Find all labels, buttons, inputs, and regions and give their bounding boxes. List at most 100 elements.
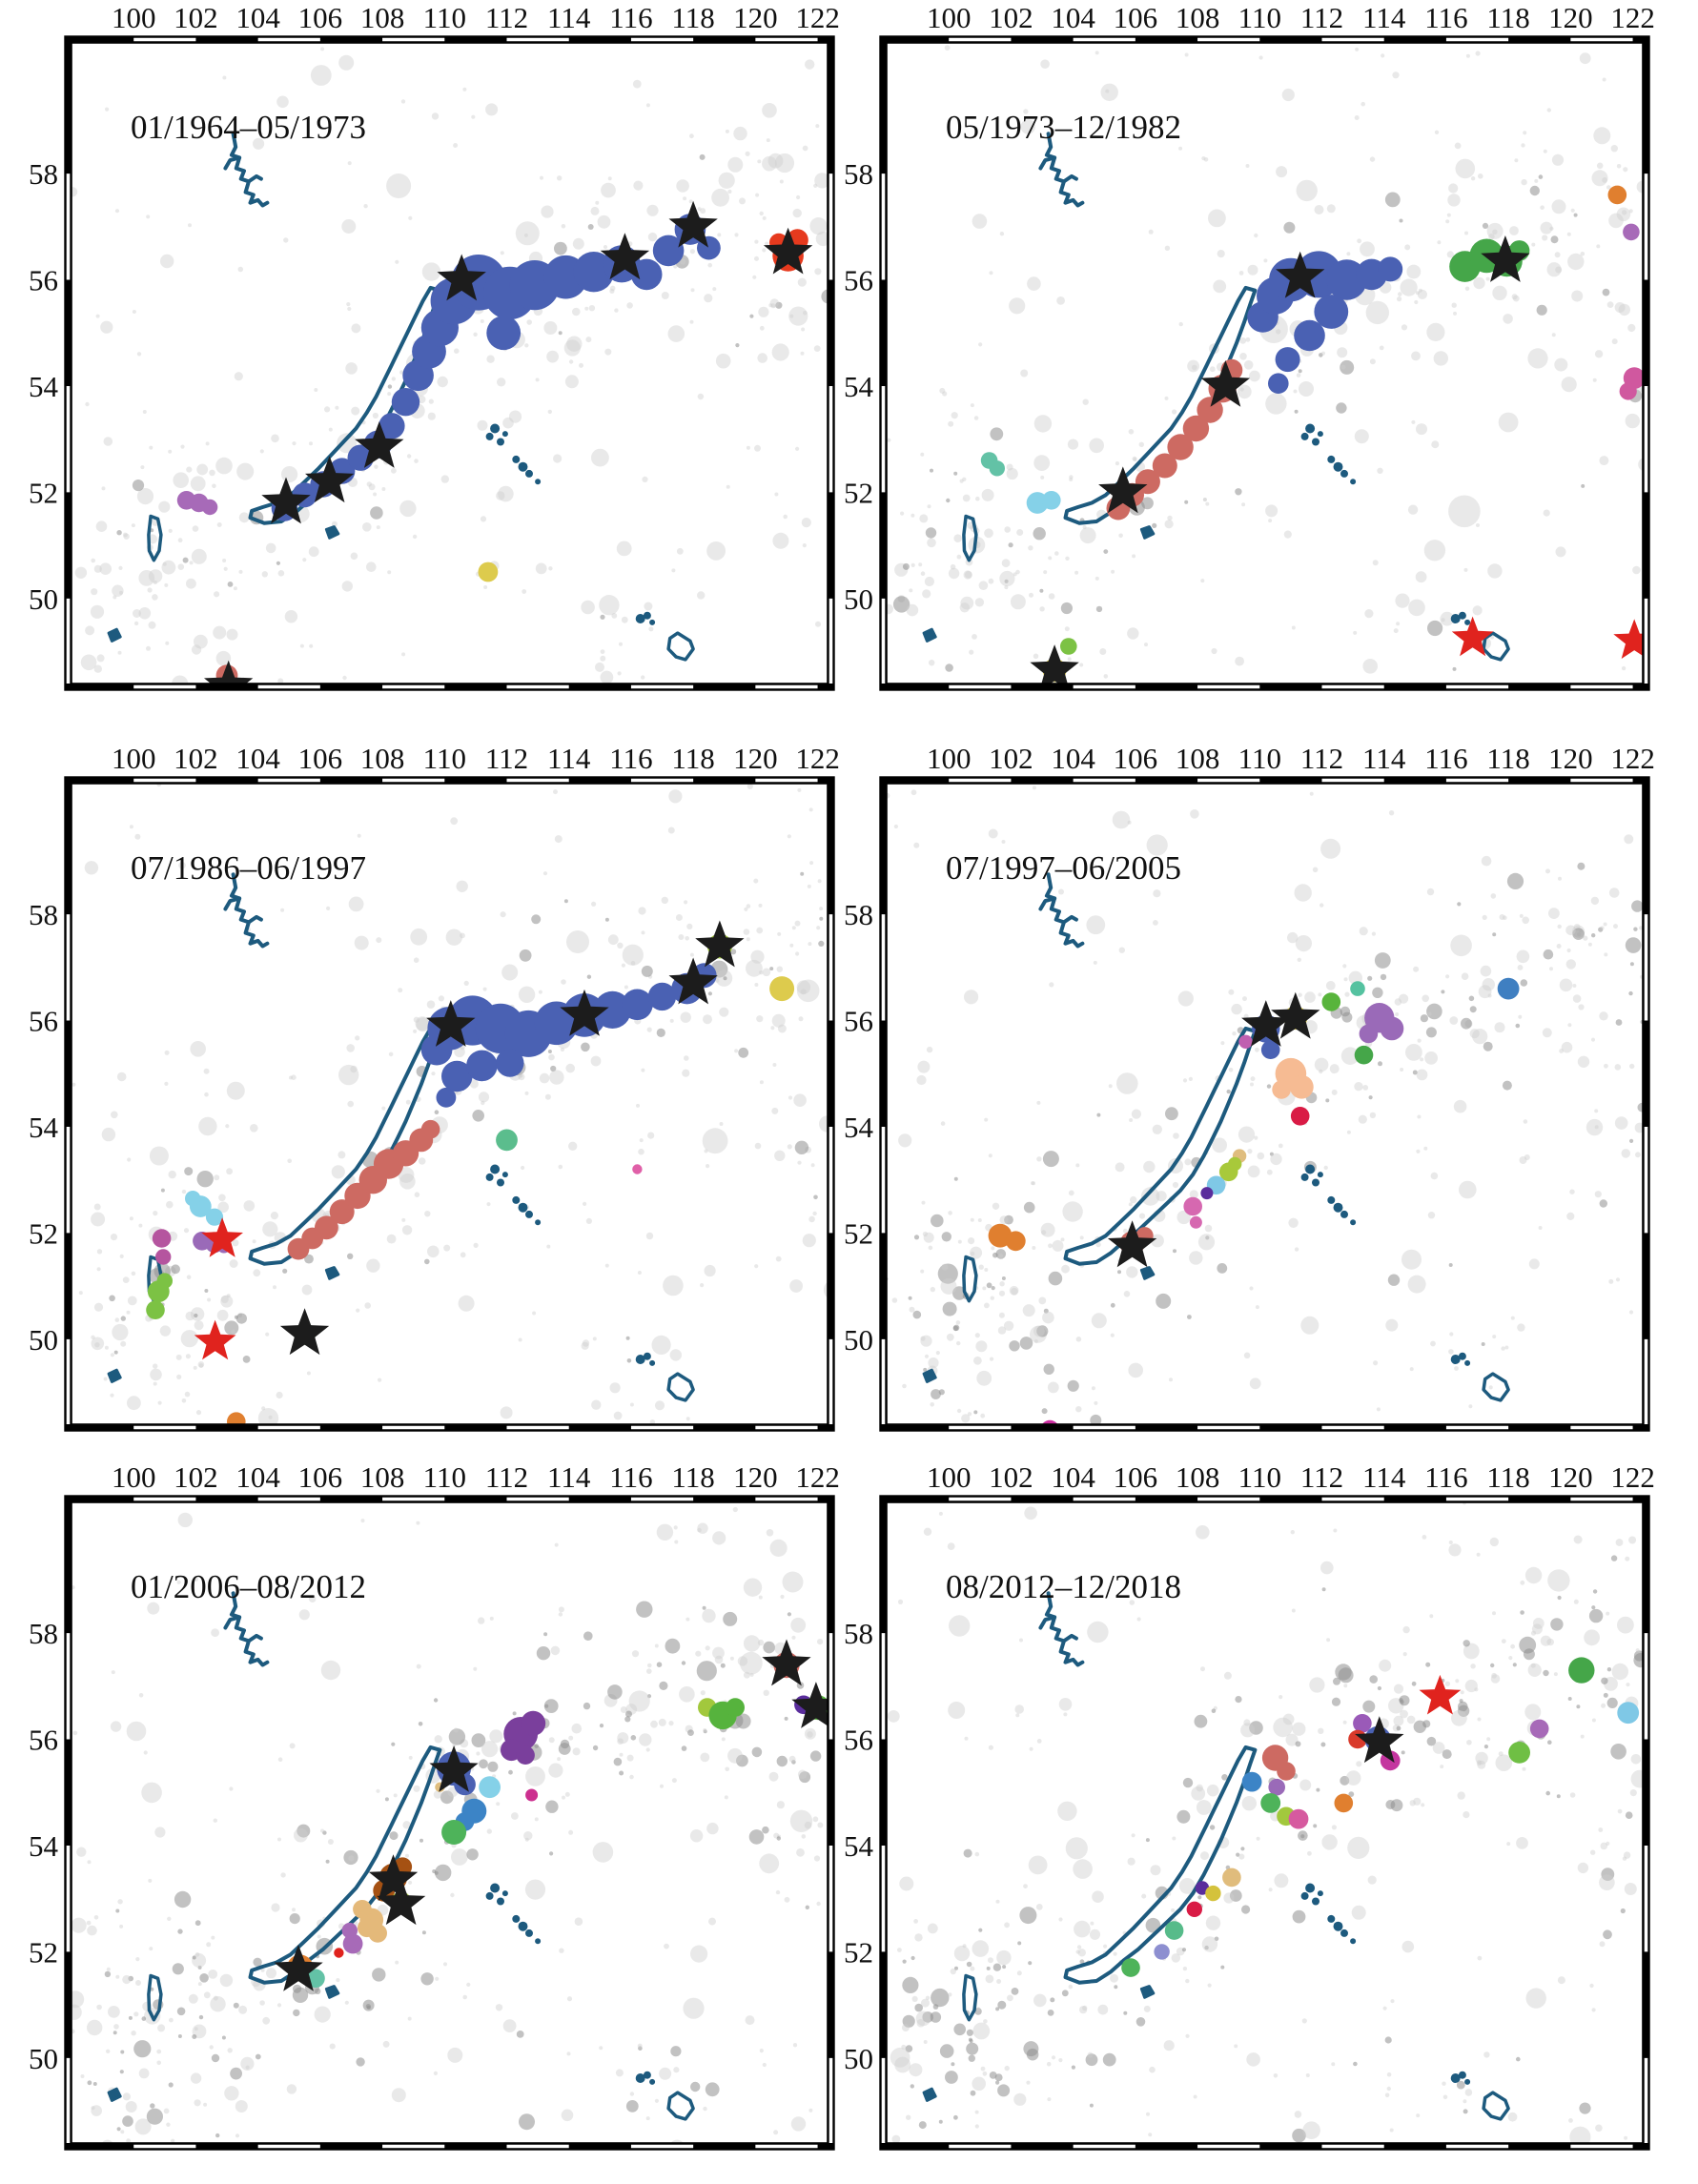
background-dot — [250, 1124, 258, 1133]
cluster-dot — [652, 235, 685, 267]
background-dot — [1314, 205, 1324, 214]
background-dot — [207, 1297, 212, 1302]
background-dot — [921, 1200, 926, 1205]
background-dot — [974, 2110, 979, 2114]
lake-baikal-outline — [1063, 1745, 1258, 1985]
background-dot — [1250, 1082, 1254, 1087]
background-dot — [581, 600, 595, 615]
background-dot — [745, 2015, 755, 2026]
background-dot — [1437, 240, 1442, 245]
background-dot — [989, 271, 993, 276]
background-dot — [1478, 985, 1492, 999]
main-shock-star — [305, 456, 355, 503]
background-dot — [1608, 213, 1624, 229]
background-dot — [72, 187, 78, 197]
background-dot — [1035, 1904, 1043, 1910]
background-dot — [128, 2015, 133, 2020]
background-dot — [1020, 119, 1035, 134]
background-dot — [736, 1754, 748, 1767]
background-dot — [1360, 101, 1365, 107]
background-dot — [111, 1111, 118, 1119]
background-dot — [524, 1837, 529, 1842]
lat-tick-label: 50 — [844, 2042, 873, 2075]
background-dot — [253, 137, 265, 150]
background-dot — [1577, 1862, 1589, 1874]
background-dot — [676, 179, 689, 193]
background-dot — [1498, 412, 1519, 433]
background-dot — [604, 348, 612, 356]
eravna-lakes-dot — [1340, 1929, 1348, 1937]
earthquake-cluster — [441, 1820, 467, 1845]
background-dot — [1556, 1794, 1561, 1799]
background-dot — [213, 625, 227, 640]
background-dot — [572, 307, 581, 316]
background-dot — [772, 532, 789, 549]
background-dot — [1561, 1041, 1573, 1053]
background-dot — [1517, 1323, 1525, 1332]
background-dot — [1351, 1905, 1366, 1920]
lon-tick-label: 112 — [485, 1460, 528, 1494]
background-dot — [348, 896, 364, 912]
background-dot — [1481, 855, 1492, 867]
background-dot — [189, 561, 194, 565]
background-dot — [616, 541, 632, 557]
background-dot — [754, 255, 759, 261]
background-dot — [110, 1721, 122, 1732]
background-dot — [609, 285, 616, 292]
background-dot — [259, 2000, 265, 2006]
background-dot — [1538, 174, 1544, 179]
background-dot — [93, 1302, 104, 1312]
earthquake-cluster — [287, 1119, 440, 1260]
background-dot — [725, 129, 729, 133]
background-dot — [1534, 178, 1539, 183]
background-dot — [1559, 978, 1573, 992]
background-dot — [923, 1232, 934, 1243]
background-dot — [1238, 1853, 1245, 1860]
main-shock-star — [437, 254, 486, 301]
background-dot — [1283, 221, 1296, 234]
background-dot — [809, 217, 828, 235]
background-dot — [869, 550, 873, 554]
background-dot — [346, 302, 351, 307]
frame-band — [65, 777, 834, 1431]
background-dot — [1118, 533, 1123, 539]
background-dot — [177, 2034, 182, 2038]
eravna-lakes-dot — [497, 1897, 504, 1906]
background-dot — [630, 1735, 637, 1741]
background-dot — [642, 476, 648, 482]
background-dot — [1603, 922, 1607, 927]
background-dot — [1197, 1234, 1216, 1251]
background-dot — [957, 1239, 962, 1244]
earthquake-cluster — [1154, 1944, 1170, 1960]
cluster-dot — [1350, 981, 1365, 996]
background-dot — [1156, 1293, 1172, 1309]
background-dot — [100, 320, 113, 334]
background-dot — [381, 487, 386, 491]
background-dot — [1087, 1621, 1109, 1643]
background-dot — [1594, 1191, 1602, 1198]
background-dot — [252, 1239, 256, 1244]
background-dot — [1326, 1638, 1331, 1643]
background-dot — [440, 1790, 454, 1805]
background-dot — [706, 1822, 719, 1835]
background-dot — [1633, 927, 1638, 931]
background-dot — [1143, 2005, 1151, 2012]
background-dot — [521, 1165, 525, 1171]
background-dot — [433, 1698, 439, 1703]
background-dot — [190, 2072, 202, 2084]
background-dot — [998, 1254, 1004, 1258]
background-dot — [941, 1263, 949, 1271]
lon-tick-label: 122 — [795, 742, 840, 775]
background-dot — [229, 1259, 238, 1268]
background-dot — [855, 2076, 862, 2083]
background-dot — [988, 1153, 992, 1158]
background-dot — [1283, 530, 1292, 539]
background-dot — [133, 2011, 139, 2017]
lat-tick-label: 56 — [29, 1724, 58, 1757]
background-dot — [194, 1320, 204, 1331]
background-dot — [1091, 1313, 1107, 1329]
background-dot — [995, 2080, 1000, 2085]
eravna-lakes-dot — [512, 1914, 521, 1923]
cluster-dot — [1186, 1901, 1202, 1917]
background-dot — [1043, 570, 1048, 575]
